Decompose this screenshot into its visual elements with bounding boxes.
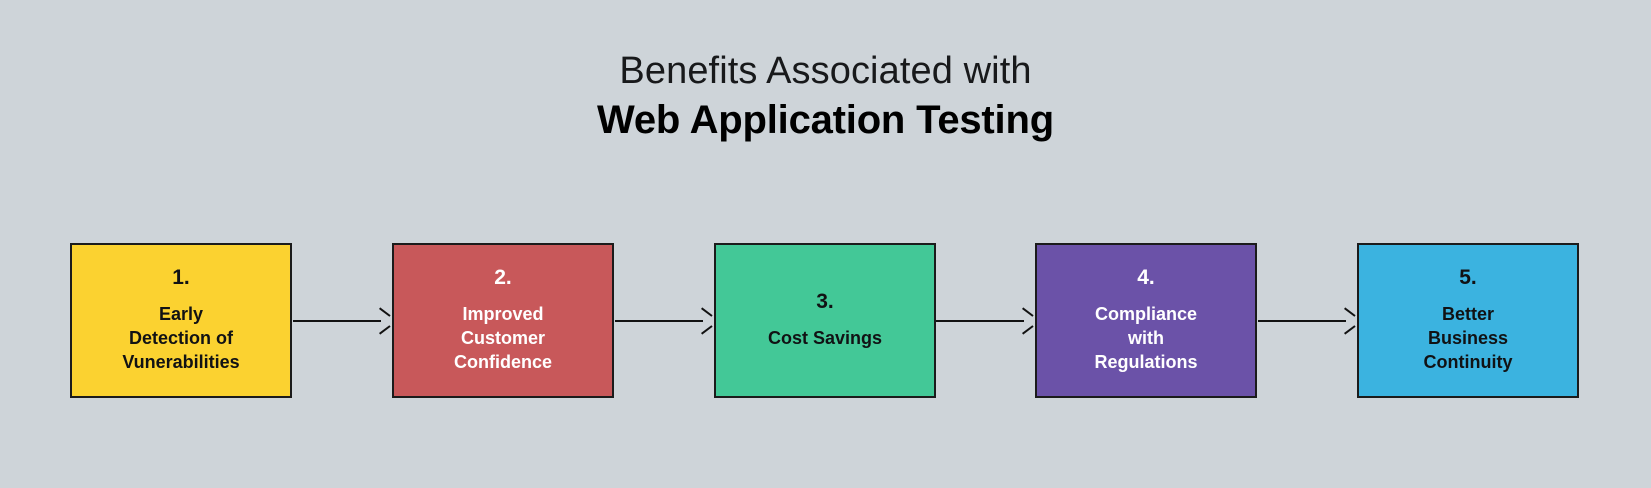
flow-connector-2 [615, 313, 715, 329]
flow-node-5-label: Better Business Continuity [1423, 304, 1513, 373]
title-line-primary: Benefits Associated with [619, 50, 1032, 92]
arrow-shaft [936, 320, 1024, 322]
flow-node-4: 4. Compliance with Regulations [1035, 243, 1257, 398]
flow-node-5: 5. Better Business Continuity [1357, 243, 1579, 398]
benefits-flow-diagram: 1. Early Detection of Vunerabilities 2. … [0, 243, 1651, 403]
flow-connector-1 [293, 313, 393, 329]
arrow-right-icon [1020, 313, 1036, 329]
flow-node-3-number: 3. [816, 289, 834, 313]
arrow-shaft [1258, 320, 1346, 322]
arrow-right-icon [377, 313, 393, 329]
flow-node-4-label: Compliance with Regulations [1094, 304, 1198, 373]
arrow-shaft [293, 320, 381, 322]
arrow-right-icon [1342, 313, 1358, 329]
flow-node-1-number: 1. [172, 266, 190, 290]
flow-node-2-label: Improved Customer Confidence [453, 304, 552, 373]
flow-connector-4 [1258, 313, 1358, 329]
flow-node-5-number: 5. [1459, 266, 1477, 290]
flow-node-3-label: Cost Savings [767, 328, 883, 349]
flow-node-1: 1. Early Detection of Vunerabilities [70, 243, 292, 398]
flow-node-1-label: Early Detection of Vunerabilities [122, 304, 240, 373]
flow-node-3: 3. Cost Savings [714, 243, 936, 398]
title-line-emphasis: Web Application Testing [597, 98, 1054, 142]
flow-node-2-number: 2. [494, 266, 512, 290]
arrow-shaft [615, 320, 703, 322]
page-title: Benefits Associated with Web Application… [0, 52, 1651, 140]
flow-node-4-number: 4. [1137, 266, 1155, 290]
flow-connector-3 [936, 313, 1036, 329]
arrow-right-icon [699, 313, 715, 329]
flow-node-2: 2. Improved Customer Confidence [392, 243, 614, 398]
